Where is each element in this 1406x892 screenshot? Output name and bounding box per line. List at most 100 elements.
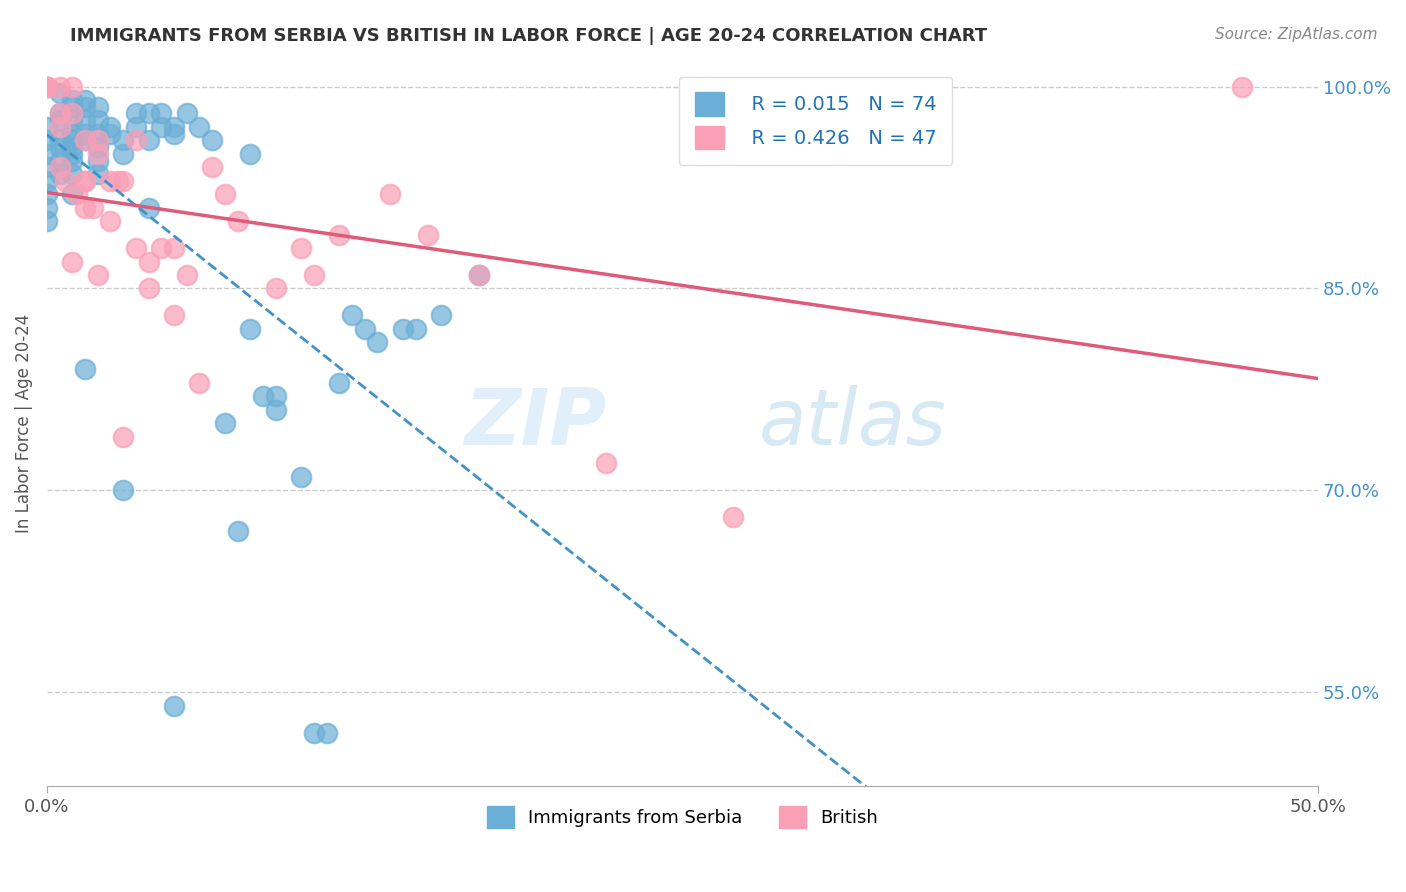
Point (35, 201, 58, 215)
Point (163, 127, 186, 141)
Point (239, 322, 262, 336)
Point (48, 153, 70, 168)
Point (366, 335, 388, 350)
Point (302, 268, 325, 282)
Point (73, 127, 96, 141)
Point (176, 106, 198, 120)
Point (60, 100, 83, 114)
Point (82, 201, 104, 215)
Point (468, 268, 491, 282)
Point (112, 146, 135, 161)
Point (290, 241, 312, 255)
Point (60, 254, 83, 268)
Point (73, 362, 96, 376)
Point (226, 214, 249, 228)
Point (100, 127, 122, 141)
Point (48, 87, 70, 101)
Point (87, 127, 110, 141)
Point (48, 161, 70, 175)
Point (100, 214, 122, 228)
Point (60, 106, 83, 120)
Point (87, 100, 110, 114)
Point (150, 106, 173, 120)
Point (35, 120, 58, 134)
Point (163, 241, 186, 255)
Point (112, 483, 135, 498)
Point (87, 113, 110, 128)
Legend: Immigrants from Serbia, British: Immigrants from Serbia, British (479, 799, 886, 836)
Point (60, 127, 83, 141)
Text: ZIP: ZIP (464, 385, 606, 461)
Point (73, 113, 96, 128)
Point (290, 470, 312, 484)
Text: IMMIGRANTS FROM SERBIA VS BRITISH IN LABOR FORCE | AGE 20-24 CORRELATION CHART: IMMIGRANTS FROM SERBIA VS BRITISH IN LAB… (70, 27, 987, 45)
Point (60, 146, 83, 161)
Point (138, 201, 160, 215)
Point (73, 100, 96, 114)
Point (87, 133, 110, 147)
Point (73, 201, 96, 215)
Y-axis label: In Labor Force | Age 20-24: In Labor Force | Age 20-24 (15, 313, 32, 533)
Point (73, 174, 96, 188)
Point (138, 133, 160, 147)
Point (302, 725, 325, 739)
Point (73, 174, 96, 188)
Point (60, 133, 83, 147)
Point (150, 241, 173, 255)
Point (405, 322, 427, 336)
Point (595, 457, 617, 471)
Point (35, 146, 58, 161)
Point (35, 79, 58, 94)
Point (125, 241, 148, 255)
Point (48, 106, 70, 120)
Point (48, 113, 70, 128)
Point (430, 309, 453, 323)
Point (48, 167, 70, 181)
Point (328, 376, 350, 390)
Text: Source: ZipAtlas.com: Source: ZipAtlas.com (1215, 27, 1378, 42)
Point (73, 93, 96, 107)
Point (392, 322, 415, 336)
Point (188, 376, 211, 390)
Point (264, 389, 287, 403)
Point (163, 120, 186, 134)
Point (163, 309, 186, 323)
Point (176, 268, 198, 282)
Point (60, 79, 83, 94)
Point (1230, 79, 1253, 94)
Point (48, 106, 70, 120)
Point (468, 268, 491, 282)
Point (35, 187, 58, 202)
Point (201, 133, 224, 147)
Point (150, 120, 173, 134)
Point (125, 120, 148, 134)
Point (73, 133, 96, 147)
Point (226, 524, 249, 538)
Point (125, 106, 148, 120)
Point (35, 214, 58, 228)
Point (60, 167, 83, 181)
Point (163, 698, 186, 713)
Point (60, 93, 83, 107)
Point (252, 389, 274, 403)
Point (87, 140, 110, 154)
Point (353, 322, 375, 336)
Point (138, 281, 160, 295)
Point (60, 140, 83, 154)
Point (264, 281, 287, 295)
Point (35, 79, 58, 94)
Point (60, 113, 83, 128)
Point (66, 187, 89, 202)
Point (138, 106, 160, 120)
Point (87, 268, 110, 282)
Point (60, 153, 83, 168)
Point (35, 174, 58, 188)
Point (723, 510, 745, 524)
Point (125, 133, 148, 147)
Point (138, 254, 160, 268)
Point (35, 133, 58, 147)
Point (87, 167, 110, 181)
Point (87, 146, 110, 161)
Point (53, 174, 76, 188)
Point (107, 174, 129, 188)
